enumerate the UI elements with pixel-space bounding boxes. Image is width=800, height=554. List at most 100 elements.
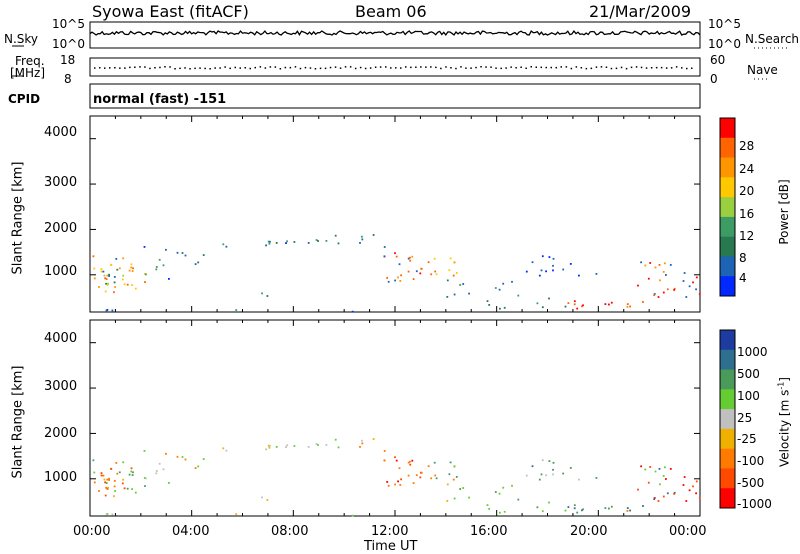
echo-point	[267, 444, 270, 447]
nave-dot	[395, 67, 397, 69]
echo-point	[664, 466, 666, 469]
echo-point	[564, 509, 567, 512]
echo-point	[307, 446, 310, 448]
echo-point	[104, 290, 107, 293]
echo-point	[126, 283, 129, 286]
vel-cbar-tick: -1000	[737, 497, 772, 511]
echo-point	[121, 278, 124, 281]
nave-dot	[109, 67, 111, 69]
echo-point	[108, 477, 110, 480]
nave-dot	[420, 66, 422, 68]
echo-point	[334, 234, 337, 237]
echo-point	[197, 465, 200, 468]
nave-dot	[154, 67, 156, 69]
echo-point	[315, 443, 318, 445]
colorbar-segment	[720, 448, 735, 469]
echo-point	[498, 288, 501, 291]
echo-point	[110, 468, 113, 470]
echo-point	[683, 476, 686, 478]
echo-point	[688, 489, 691, 492]
nave-dot	[234, 66, 236, 69]
echo-point	[642, 505, 644, 507]
echo-point	[578, 274, 580, 277]
nave-dot	[374, 66, 377, 68]
echo-point	[361, 235, 363, 238]
nave-dot	[244, 67, 246, 69]
echo-point	[407, 257, 410, 260]
velocity-axis-ticks	[89, 320, 701, 516]
echo-point	[325, 240, 328, 242]
colorbar-segment	[720, 157, 735, 178]
echo-point	[268, 446, 271, 449]
echo-point	[653, 294, 656, 297]
freq-tick-top: 18	[60, 53, 76, 67]
nave-dot	[354, 67, 357, 70]
echo-point	[468, 496, 470, 499]
echo-point	[576, 307, 579, 310]
echo-point	[134, 491, 137, 494]
echo-point	[430, 477, 433, 480]
nave-dot	[600, 66, 603, 68]
echo-point	[452, 274, 455, 277]
echo-point	[552, 473, 554, 476]
echo-point	[642, 301, 644, 303]
echo-point	[692, 485, 694, 488]
echo-point	[644, 468, 647, 471]
vel-cbar-tick: 100	[737, 389, 760, 403]
echo-point	[145, 477, 147, 480]
echo-point	[397, 480, 399, 483]
echo-point	[100, 474, 103, 477]
echo-point	[525, 270, 528, 273]
nave-tick-top: 60	[710, 53, 726, 67]
echo-point	[184, 458, 187, 461]
echo-point	[165, 248, 167, 251]
echo-point	[351, 310, 354, 313]
echo-point	[106, 274, 109, 277]
nave-dot	[525, 67, 527, 69]
echo-point	[666, 492, 669, 495]
echo-point	[657, 500, 660, 502]
power-ytick-4000: 4000	[44, 125, 78, 140]
echo-point	[626, 510, 629, 512]
echo-point	[576, 511, 579, 514]
beam-title: Beam 06	[355, 2, 427, 21]
echo-point	[420, 471, 423, 474]
colorbar-frame	[719, 329, 736, 509]
echo-point	[225, 245, 228, 248]
echo-point	[400, 274, 402, 277]
echo-point	[517, 294, 520, 297]
echo-point	[653, 497, 656, 499]
nave-dot	[450, 67, 452, 69]
echo-point	[317, 240, 319, 242]
echo-point	[130, 263, 133, 266]
power-ytick-2000: 2000	[44, 221, 78, 236]
nave-dot	[294, 66, 297, 68]
echo-point	[105, 309, 108, 312]
noise-trace	[89, 30, 701, 36]
echo-point	[669, 468, 672, 470]
echo-point	[427, 465, 430, 468]
echo-point	[123, 487, 126, 490]
nave-dot	[485, 66, 487, 68]
echo-point	[317, 444, 319, 446]
echo-point	[552, 264, 554, 267]
echo-point	[595, 477, 598, 479]
noise-tick-right-top: 10^5	[708, 17, 741, 31]
nave-dot	[610, 67, 613, 70]
echo-point	[626, 306, 629, 308]
nave-dot	[410, 66, 412, 69]
echo-point	[194, 263, 197, 265]
nave-dot	[540, 66, 542, 69]
nave-dot	[645, 67, 648, 69]
echo-point	[573, 504, 576, 507]
nave-dot	[430, 66, 432, 68]
echo-point	[155, 472, 158, 475]
echo-point	[435, 273, 438, 276]
echo-point	[604, 507, 607, 509]
echo-point	[155, 268, 158, 271]
noise-tick-right-bottom: 10^0	[708, 37, 741, 51]
colorbar-segment	[720, 137, 735, 159]
power-cbar-tick: 12	[739, 229, 755, 243]
echo-point	[165, 452, 167, 455]
nave-dot	[585, 67, 588, 70]
